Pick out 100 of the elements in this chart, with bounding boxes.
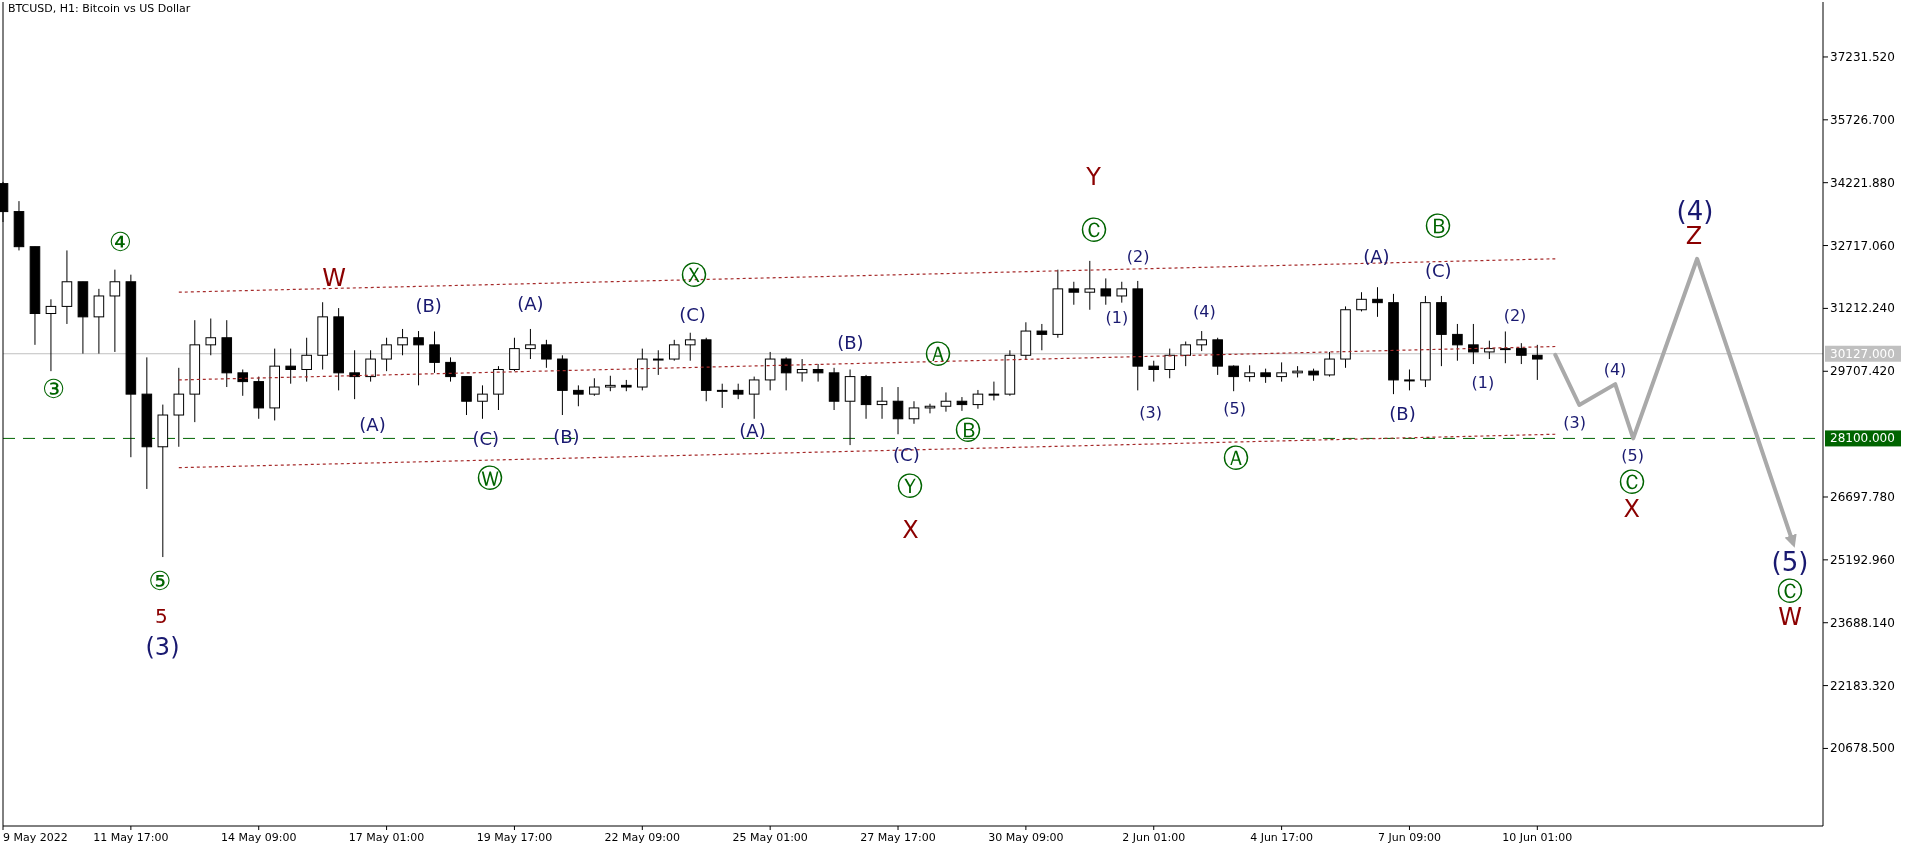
candlestick (541, 339, 552, 369)
annotation: (5) (1771, 546, 1809, 577)
candlestick (1324, 351, 1335, 378)
x-tick-label: 2 Jun 01:00 (1122, 831, 1186, 844)
x-tick-label: 4 Jun 17:00 (1250, 831, 1314, 844)
annotation: (5) (1223, 399, 1246, 419)
candlestick (716, 383, 728, 409)
candlestick (1516, 342, 1527, 365)
annotation: 5 (155, 603, 168, 628)
candlestick (525, 328, 536, 360)
candlestick (764, 351, 776, 391)
annotation: (A) (1363, 246, 1390, 268)
annotation: (1) (1105, 307, 1129, 327)
candlestick (1276, 361, 1287, 383)
annotation: Ⓑ (1425, 211, 1452, 242)
candlestick (573, 384, 584, 407)
candlestick (1116, 281, 1128, 304)
y-tick-label: 35726.700 (1830, 112, 1895, 127)
annotation: (4) (1192, 301, 1216, 321)
annotation: Ⓑ (955, 415, 982, 446)
y-tick-label: 29707.420 (1830, 364, 1895, 379)
x-tick-label: 11 May 17:00 (93, 831, 169, 844)
annotation: (3) (145, 633, 180, 662)
x-tick-label: 9 May 2022 (3, 831, 68, 844)
ref-line-label: 30127.000 (1830, 346, 1895, 361)
annotation: Ⓒ (1618, 466, 1645, 497)
candlestick (668, 339, 680, 362)
candlestick (1100, 277, 1112, 306)
y-tick-label: 31212.240 (1830, 301, 1895, 316)
y-tick-label: 25192.960 (1830, 552, 1895, 567)
annotation: (4) (1603, 359, 1627, 379)
candlestick (1532, 344, 1543, 381)
annotation: (A) (517, 292, 544, 314)
annotation: (C) (472, 427, 500, 449)
candlestick (237, 368, 249, 397)
y-tick-label: 20678.500 (1830, 741, 1895, 756)
candlestick (1468, 323, 1479, 365)
annotation: (B) (837, 331, 864, 353)
candlestick (1372, 286, 1383, 318)
annotation: (C) (1424, 259, 1452, 281)
annotation: (5) (1621, 445, 1645, 465)
x-tick-label: 10 Jun 01:00 (1502, 831, 1573, 844)
candlestick (1196, 330, 1207, 352)
annotation: (2) (1126, 247, 1150, 267)
candlestick (1180, 341, 1191, 367)
candlestick (45, 298, 57, 372)
annotation: X (902, 516, 919, 545)
annotation: (3) (1139, 402, 1163, 422)
candlestick (924, 403, 936, 414)
candlestick (509, 337, 520, 372)
annotation: W (1778, 603, 1802, 632)
annotation: Ⓦ (477, 462, 503, 493)
candlestick (93, 288, 105, 355)
annotation: Y (1085, 163, 1102, 192)
annotation: (C) (679, 304, 706, 326)
candlestick (972, 389, 984, 410)
annotation: Ⓐ (924, 338, 951, 369)
x-tick-label: 22 May 09:00 (604, 831, 681, 844)
candlestick (892, 386, 904, 435)
candlestick (1452, 323, 1463, 362)
candlestick (1404, 368, 1415, 391)
candlestick (173, 367, 185, 448)
x-tick-label: 19 May 17:00 (476, 831, 553, 844)
annotation: X (1623, 495, 1640, 524)
candlestick (1500, 330, 1511, 364)
candlestick (940, 391, 952, 413)
annotation: Ⓒ (1080, 214, 1107, 245)
candlestick (908, 400, 920, 425)
candlestick (365, 349, 376, 383)
annotation: W (322, 263, 346, 292)
candlestick (1164, 348, 1176, 379)
annotation: (1) (1471, 372, 1495, 392)
candlestick (1356, 291, 1367, 312)
candlestick (445, 356, 456, 383)
candlestick (1228, 364, 1239, 392)
annotation: (A) (359, 413, 386, 435)
chart-title: BTCUSD, H1: Bitcoin vs US Dollar (8, 2, 191, 15)
x-tick-label: 30 May 09:00 (988, 831, 1064, 844)
x-tick-label: 17 May 01:00 (348, 831, 425, 844)
candlestick (413, 330, 424, 386)
ref-line-label: 28100.000 (1830, 431, 1895, 446)
annotation: (C) (893, 443, 920, 465)
candlestick (748, 376, 760, 420)
candlestick (109, 269, 121, 353)
candlestick (349, 349, 360, 400)
candlestick (684, 332, 696, 362)
y-tick-label: 37231.520 (1830, 49, 1895, 64)
x-tick-label: 7 Jun 09:00 (1378, 831, 1441, 844)
annotation: (B) (553, 426, 580, 448)
candlestick (477, 384, 488, 420)
candlestick (301, 337, 312, 383)
x-tick-label: 25 May 01:00 (732, 831, 808, 844)
candlestick (205, 318, 217, 356)
annotation: (3) (1563, 413, 1586, 433)
y-tick-label: 26697.780 (1830, 489, 1895, 504)
annotation: ③ (41, 373, 66, 404)
annotation: (A) (739, 419, 766, 441)
y-tick-label: 22183.320 (1830, 678, 1895, 693)
candlestick (1148, 360, 1160, 383)
y-tick-label: 23688.140 (1830, 615, 1895, 630)
